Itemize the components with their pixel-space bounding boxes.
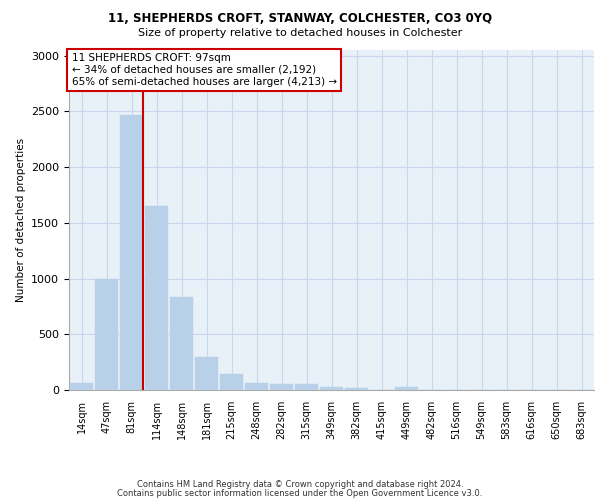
Text: 11, SHEPHERDS CROFT, STANWAY, COLCHESTER, CO3 0YQ: 11, SHEPHERDS CROFT, STANWAY, COLCHESTER… [108,12,492,26]
Bar [220,374,243,390]
Text: Contains public sector information licensed under the Open Government Licence v3: Contains public sector information licen… [118,488,482,498]
Bar [195,356,218,390]
Y-axis label: Number of detached properties: Number of detached properties [16,138,26,302]
Bar [270,384,293,390]
Bar [120,114,143,390]
Bar [145,206,168,390]
Bar [345,388,368,390]
Bar [170,298,193,390]
Bar [295,384,318,390]
Bar [395,386,418,390]
Bar [70,384,93,390]
Bar [95,278,118,390]
Bar [245,384,268,390]
Text: Contains HM Land Registry data © Crown copyright and database right 2024.: Contains HM Land Registry data © Crown c… [137,480,463,489]
Text: Size of property relative to detached houses in Colchester: Size of property relative to detached ho… [138,28,462,38]
Bar [320,386,343,390]
Text: 11 SHEPHERDS CROFT: 97sqm
← 34% of detached houses are smaller (2,192)
65% of se: 11 SHEPHERDS CROFT: 97sqm ← 34% of detac… [71,54,337,86]
